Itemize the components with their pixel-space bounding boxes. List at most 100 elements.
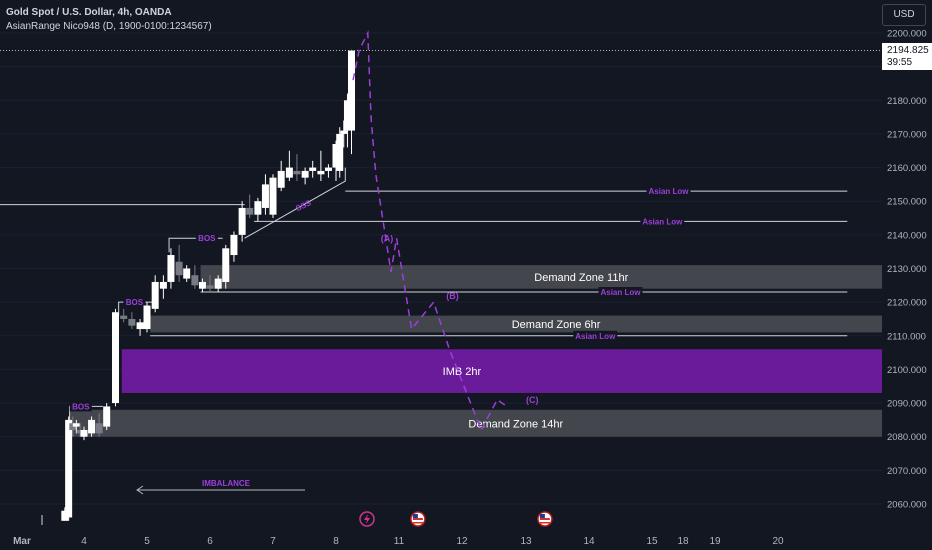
last-price-value: 2194.825 bbox=[887, 45, 929, 56]
flag-canton bbox=[539, 514, 545, 518]
time-tick-label: 4 bbox=[81, 536, 87, 547]
time-tick-label: 6 bbox=[207, 536, 213, 547]
sss-label: SSS bbox=[294, 198, 313, 213]
bos-label: BOS bbox=[72, 402, 90, 411]
price-tick-label: 2100.000 bbox=[887, 365, 927, 376]
imbalance-label: IMBALANCE bbox=[202, 479, 251, 488]
asian-low-label: Asian Low bbox=[649, 187, 690, 196]
bull-candle bbox=[336, 133, 344, 171]
bear-candle bbox=[293, 170, 301, 175]
asian-low-label-bg bbox=[573, 330, 618, 341]
price-tick-label: 2160.000 bbox=[887, 163, 927, 174]
asian-low-label: Asian Low bbox=[600, 288, 641, 297]
time-tick-label: 7 bbox=[270, 536, 276, 547]
bull-candle bbox=[88, 419, 96, 434]
bull-candle bbox=[317, 170, 325, 175]
currency-button[interactable]: USD bbox=[882, 4, 926, 26]
price-tick-label: 2090.000 bbox=[887, 399, 927, 410]
bos-label-bg bbox=[195, 233, 218, 244]
asian-low-label-bg bbox=[598, 287, 643, 298]
time-axis bbox=[0, 530, 932, 550]
flag-stripe bbox=[539, 522, 550, 524]
time-tick-label: 5 bbox=[144, 536, 150, 547]
sss-trendline bbox=[244, 167, 346, 239]
price-tick-label: 2200.000 bbox=[887, 28, 927, 39]
asian-low-label: Asian Low bbox=[642, 217, 683, 226]
time-tick-label: 11 bbox=[394, 536, 405, 547]
projection-path bbox=[352, 30, 508, 432]
bar-countdown: 39:55 bbox=[887, 57, 913, 68]
wave-label: (C) bbox=[526, 395, 539, 405]
time-tick-label: 18 bbox=[677, 536, 689, 547]
price-tick-label: 2110.000 bbox=[887, 331, 926, 342]
flag-stripe bbox=[412, 518, 423, 520]
bull-candle bbox=[112, 312, 119, 404]
bull-candle bbox=[103, 406, 111, 427]
price-axis bbox=[882, 0, 932, 530]
asian-low-label-bg bbox=[646, 186, 691, 197]
bull-candle bbox=[254, 201, 262, 215]
wave-label: (B) bbox=[446, 291, 459, 301]
bear-candle bbox=[246, 207, 254, 215]
time-tick-label: 8 bbox=[333, 536, 339, 547]
price-tick-label: 2140.000 bbox=[887, 230, 927, 241]
bear-candle bbox=[69, 423, 77, 430]
price-tick-label: 2150.000 bbox=[887, 197, 927, 208]
zone-label: Demand Zone 6hr bbox=[512, 319, 601, 331]
bull-candle bbox=[269, 177, 277, 215]
time-tick-label: 13 bbox=[520, 536, 532, 547]
price-tick-label: 2070.000 bbox=[887, 466, 927, 477]
time-tick-label: 14 bbox=[583, 536, 595, 547]
bull-candle bbox=[309, 167, 317, 171]
us-flag-event-icon[interactable] bbox=[537, 511, 553, 527]
bull-candle bbox=[183, 268, 191, 279]
bear-candle bbox=[76, 429, 84, 434]
bull-candle bbox=[72, 423, 80, 427]
bos-label-bg bbox=[123, 297, 146, 308]
time-tick-label: 12 bbox=[456, 536, 468, 547]
time-tick-label: 20 bbox=[772, 536, 784, 547]
bear-candle bbox=[95, 423, 103, 434]
bull-candle bbox=[277, 170, 285, 188]
zone-label: Demand Zone 11hr bbox=[534, 272, 628, 284]
price-tick-label: 2170.000 bbox=[887, 129, 927, 140]
bull-candle bbox=[159, 281, 167, 289]
bull-candle bbox=[324, 167, 332, 171]
asian-low-label-bg bbox=[640, 216, 685, 227]
bull-candle bbox=[348, 50, 355, 131]
bull-candle bbox=[222, 248, 230, 282]
bear-candle bbox=[175, 261, 183, 276]
bos-label: BOS bbox=[198, 234, 216, 243]
bull-candle bbox=[167, 255, 175, 282]
bull-candle bbox=[340, 130, 348, 134]
indicator-label: AsianRange Nico948 (D, 1900-0100:1234567… bbox=[6, 21, 212, 32]
price-tick-label: 2120.000 bbox=[887, 298, 927, 309]
demand-zone bbox=[200, 265, 883, 289]
price-tick-label: 2180.000 bbox=[887, 96, 927, 107]
bull-candle bbox=[238, 207, 246, 235]
zone-label: IMB 2hr bbox=[443, 366, 482, 378]
bull-candle bbox=[230, 234, 238, 256]
flag-stripe bbox=[539, 518, 550, 520]
lightning-event-icon[interactable] bbox=[359, 511, 375, 527]
wave-label: (A) bbox=[381, 234, 394, 244]
asian-low-label: Asian Low bbox=[575, 332, 616, 341]
chart-title: Gold Spot / U.S. Dollar, 4h, OANDA bbox=[6, 7, 172, 18]
bull-candle bbox=[261, 184, 269, 208]
bull-candle bbox=[301, 170, 309, 178]
bos-label-bg bbox=[69, 401, 92, 412]
bull-candle bbox=[65, 419, 73, 518]
bear-candle bbox=[191, 275, 199, 286]
bear-candle bbox=[128, 318, 136, 326]
bear-candle bbox=[206, 285, 214, 289]
us-flag-event-icon[interactable] bbox=[410, 511, 426, 527]
bull-candle bbox=[198, 281, 206, 289]
bull-candle bbox=[285, 167, 293, 178]
bos-label: BOS bbox=[126, 298, 144, 307]
price-tick-label: 2060.000 bbox=[887, 500, 927, 511]
bull-candle bbox=[136, 322, 144, 330]
imbalance-zone bbox=[121, 349, 883, 393]
price-tick-label: 2080.000 bbox=[887, 432, 927, 443]
lightning-shape bbox=[364, 514, 370, 524]
